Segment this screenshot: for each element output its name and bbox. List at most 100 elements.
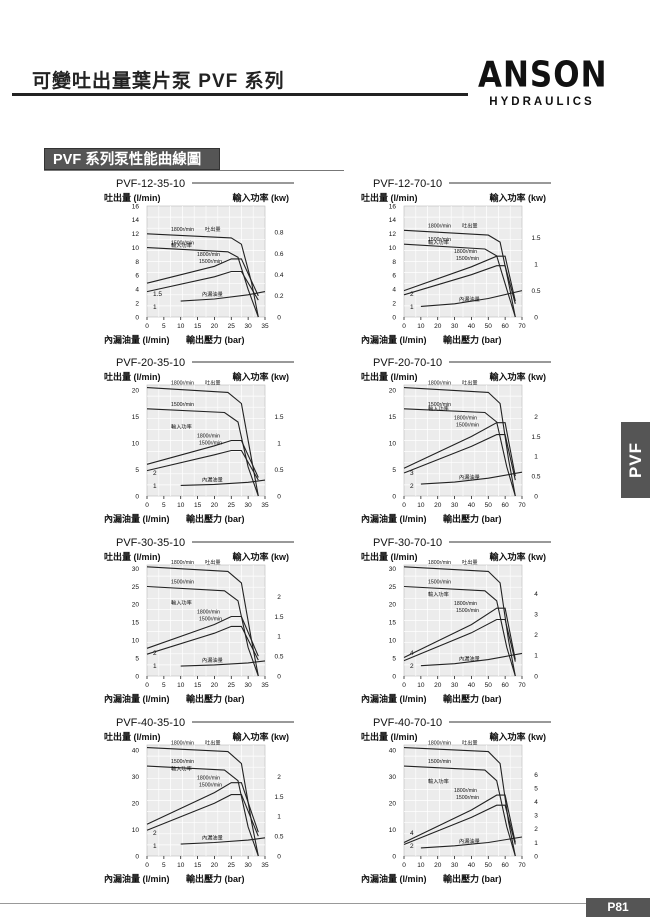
- power-tick-label: 2: [277, 594, 281, 601]
- label-power: 輸入功率: [428, 777, 449, 785]
- label-1500-power: 1500r/min: [199, 617, 222, 623]
- y-tick-label: 15: [389, 414, 397, 421]
- power-tick-label: 0: [277, 853, 281, 860]
- label-power: 輸入功率: [171, 599, 192, 607]
- flow-axis-title: 吐出量 (l/min): [104, 192, 161, 203]
- label-1500-flow: 1500r/min: [428, 402, 451, 408]
- x-tick-label: 60: [502, 323, 510, 330]
- x-tick-label: 30: [245, 862, 253, 869]
- label-1800-flow: 1800r/min: [428, 741, 451, 747]
- x-tick-label: 30: [245, 502, 253, 509]
- x-tick-label: 35: [261, 323, 269, 330]
- x-tick-label: 0: [402, 682, 406, 689]
- x-tick-label: 70: [518, 323, 526, 330]
- y-tick-label: 14: [389, 217, 397, 224]
- y-tick-label: 25: [132, 584, 140, 591]
- label-1800-power: 1800r/min: [197, 776, 220, 782]
- y-tick-label: 30: [132, 774, 140, 781]
- label-1500-flow: 1500r/min: [171, 759, 194, 765]
- label-1500-flow: 1500r/min: [171, 579, 194, 585]
- x-tick-label: 20: [434, 862, 442, 869]
- power-tick-label: 5: [534, 786, 538, 793]
- leak-axis-title: 內漏油量 (l/min): [104, 693, 170, 704]
- label-1800-power: 1800r/min: [197, 252, 220, 258]
- pressure-axis-title: 輸出壓力 (bar): [443, 873, 502, 884]
- x-tick-label: 25: [228, 502, 236, 509]
- leak-tick-label: 1: [153, 304, 157, 311]
- label-1800-flow: 1800r/min: [171, 741, 194, 747]
- flow-axis-title: 吐出量 (l/min): [104, 371, 161, 382]
- label-1500-flow: 1500r/min: [171, 241, 194, 247]
- label-1800-power: 1800r/min: [454, 249, 477, 255]
- x-tick-label: 30: [451, 862, 459, 869]
- y-tick-label: 5: [135, 655, 139, 662]
- leak-axis-title: 內漏油量 (l/min): [361, 693, 427, 704]
- y-tick-label: 15: [132, 414, 140, 421]
- label-flow: 吐出量: [205, 379, 221, 387]
- pressure-axis-title: 輸出壓力 (bar): [186, 513, 245, 524]
- label-1500-power: 1500r/min: [199, 441, 222, 447]
- label-leak: 內漏油量: [459, 473, 480, 481]
- x-tick-label: 20: [434, 682, 442, 689]
- x-tick-label: 0: [145, 323, 149, 330]
- x-tick-label: 10: [177, 862, 185, 869]
- leak-tick-label: 2: [153, 830, 157, 837]
- x-tick-label: 70: [518, 502, 526, 509]
- power-tick-label: 0: [534, 853, 538, 860]
- x-tick-label: 20: [211, 502, 219, 509]
- chart-svg: PVF-20-35-10 吐出量 (l/min) 輸入功率 (kw) 內漏油量 (l/…: [104, 357, 294, 524]
- leak-tick-label: 2: [153, 470, 157, 477]
- label-power: 輸入功率: [171, 765, 192, 773]
- label-1500-power: 1500r/min: [456, 795, 479, 801]
- series-line: [403, 804, 516, 846]
- page-number: P81: [586, 898, 650, 917]
- x-tick-label: 5: [162, 502, 166, 509]
- power-tick-label: 0: [534, 673, 538, 680]
- label-leak: 內漏油量: [202, 656, 223, 664]
- chart-title: PVF-12-35-10: [116, 178, 185, 190]
- y-tick-label: 10: [132, 827, 140, 834]
- x-tick-label: 0: [402, 862, 406, 869]
- x-tick-label: 15: [194, 323, 202, 330]
- leak-tick-label: 1: [153, 843, 157, 850]
- label-1800-power: 1800r/min: [454, 788, 477, 794]
- y-tick-label: 20: [389, 388, 397, 395]
- performance-chart: PVF-40-35-10 吐出量 (l/min) 輸入功率 (kw) 內漏油量 (l/…: [104, 715, 404, 893]
- chart-svg: PVF-12-35-10 吐出量 (l/min) 輸入功率 (kw) 內漏油量 (l/…: [104, 178, 294, 345]
- label-1800-flow: 1800r/min: [428, 223, 451, 229]
- label-1800-flow: 1800r/min: [171, 560, 194, 566]
- y-tick-label: 0: [135, 853, 139, 860]
- y-tick-label: 20: [389, 602, 397, 609]
- power-tick-label: 2: [534, 826, 538, 833]
- chart-title: PVF-40-35-10: [116, 717, 185, 729]
- series-line: [403, 607, 516, 660]
- series-line: [146, 615, 259, 657]
- power-tick-label: 6: [534, 772, 538, 779]
- performance-chart: PVF-12-35-10 吐出量 (l/min) 輸入功率 (kw) 內漏油量 (l/…: [104, 176, 404, 354]
- series-line: [146, 625, 259, 661]
- y-tick-label: 5: [135, 467, 139, 474]
- power-tick-label: 1.5: [274, 414, 283, 421]
- series-line: [403, 265, 516, 304]
- series-line: [403, 422, 516, 477]
- y-tick-label: 10: [132, 440, 140, 447]
- page-rule: [0, 903, 650, 904]
- label-1800-power: 1800r/min: [454, 601, 477, 607]
- performance-chart: PVF-30-70-10 吐出量 (l/min) 輸入功率 (kw) 內漏油量 (l/…: [361, 535, 650, 713]
- x-tick-label: 10: [417, 682, 425, 689]
- chart-title: PVF-20-35-10: [116, 357, 185, 369]
- y-tick-label: 25: [389, 584, 397, 591]
- series-line: [403, 229, 516, 318]
- label-power: 輸入功率: [428, 405, 449, 413]
- leak-tick-label: 2: [410, 483, 414, 490]
- label-1800-power: 1800r/min: [454, 416, 477, 422]
- y-tick-label: 5: [392, 467, 396, 474]
- brand-subtitle: HYDRAULICS: [489, 96, 595, 108]
- y-tick-label: 40: [389, 748, 397, 755]
- x-tick-label: 50: [485, 682, 493, 689]
- power-tick-label: 0: [534, 493, 538, 500]
- power-tick-label: 0.8: [274, 230, 283, 237]
- chart-title: PVF-30-70-10: [373, 537, 442, 549]
- x-tick-label: 25: [228, 323, 236, 330]
- x-tick-label: 40: [468, 323, 476, 330]
